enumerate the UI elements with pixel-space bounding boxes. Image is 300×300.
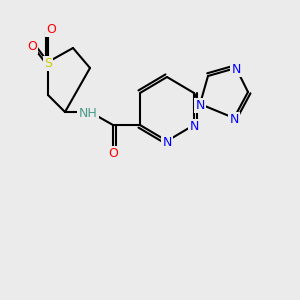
Text: NH: NH xyxy=(79,107,98,120)
Text: N: N xyxy=(189,120,199,133)
Text: O: O xyxy=(27,40,37,53)
Text: O: O xyxy=(46,23,56,36)
Text: O: O xyxy=(108,147,118,160)
Text: N: N xyxy=(162,136,172,149)
Text: N: N xyxy=(229,113,239,126)
Text: S: S xyxy=(44,57,52,70)
Text: N: N xyxy=(195,99,205,112)
Text: N: N xyxy=(231,63,241,76)
